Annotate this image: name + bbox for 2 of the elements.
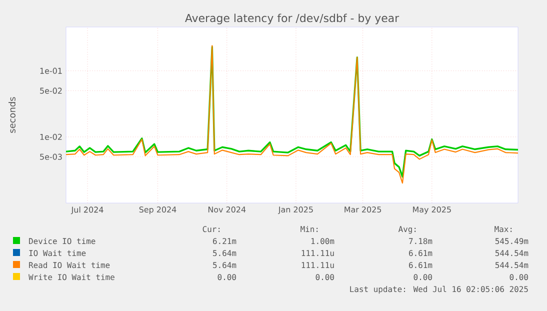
chart-title: Average latency for /dev/sdbf - by year: [185, 14, 400, 24]
y-axis-title: seconds: [8, 97, 16, 133]
